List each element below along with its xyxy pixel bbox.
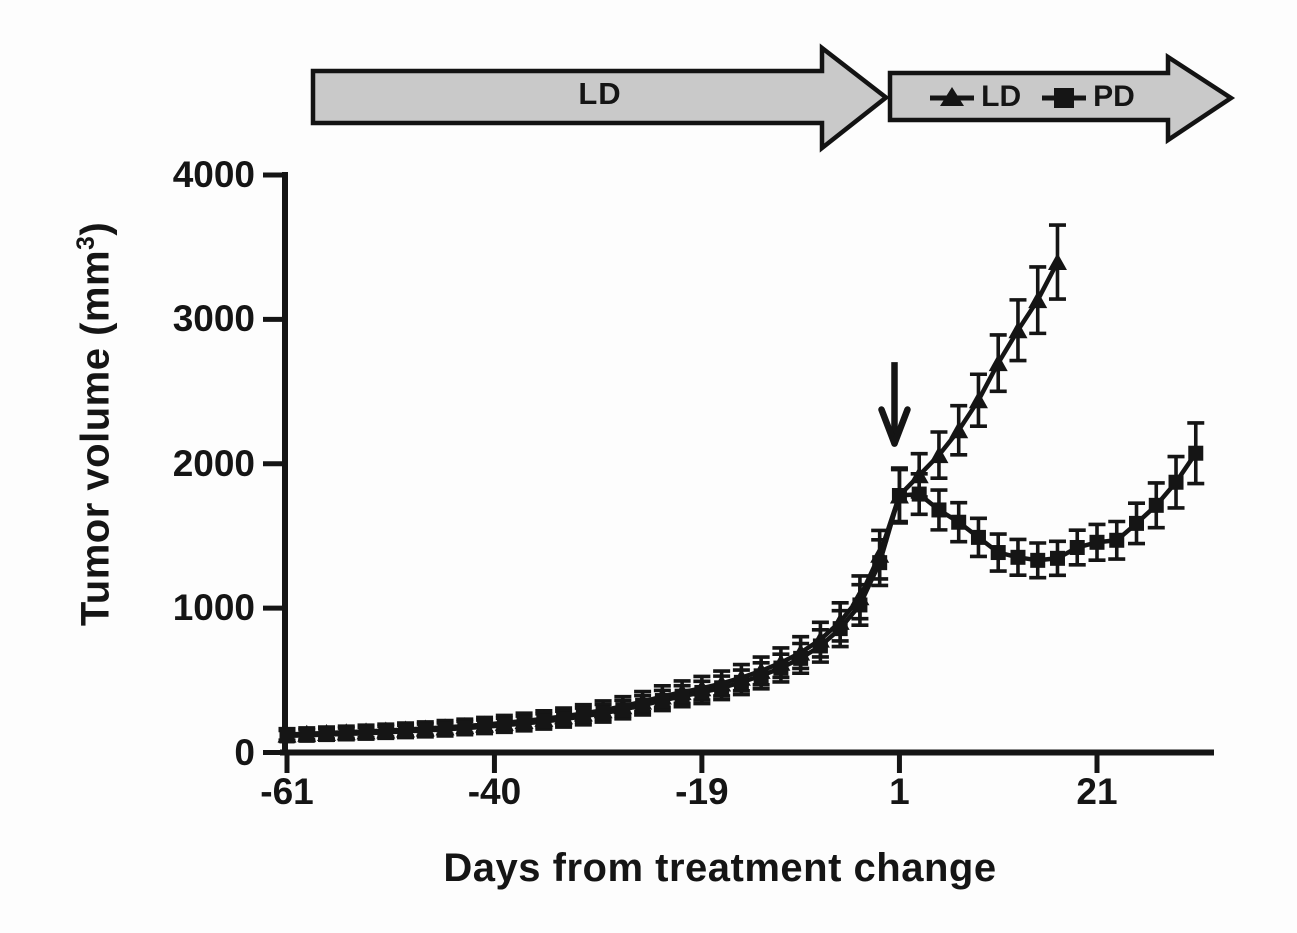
marker-square-pd — [990, 545, 1006, 561]
marker-square-pd — [516, 715, 532, 731]
y-tick-label-1000: 1000 — [172, 587, 255, 629]
marker-square-pd — [1049, 550, 1065, 566]
marker-square-pd — [417, 722, 433, 738]
legend-item-ld: LD — [929, 80, 1021, 114]
marker-square-pd — [852, 597, 868, 613]
x-tick-label--19: -19 — [675, 771, 729, 812]
marker-square-pd — [733, 674, 749, 690]
marker-square-pd — [891, 488, 907, 504]
marker-square-pd — [1109, 532, 1125, 548]
marker-square-pd — [773, 660, 789, 676]
marker-square-pd — [556, 711, 572, 727]
treatment-change-arrow-barb-right — [891, 406, 911, 447]
marker-square-pd — [496, 717, 512, 733]
phase1-arrow-label: LD — [578, 76, 622, 111]
y-tick-label-0: 0 — [234, 731, 255, 773]
marker-square-pd — [615, 702, 631, 718]
legend-pd-label: PD — [1093, 80, 1135, 113]
marker-square-pd — [1010, 549, 1026, 565]
marker-square-pd — [1089, 534, 1105, 550]
legend-item-pd: PD — [1041, 80, 1135, 114]
marker-square-pd — [398, 723, 414, 739]
marker-triangle-ld — [1008, 321, 1028, 339]
marker-square-pd — [911, 486, 927, 502]
marker-triangle-ld — [1028, 291, 1048, 309]
y-tick-label-4000: 4000 — [172, 154, 255, 195]
marker-square-pd — [457, 720, 473, 736]
marker-triangle-ld — [968, 391, 988, 409]
series-line-ld — [286, 261, 1060, 737]
marker-square-pd — [319, 727, 335, 743]
marker-square-pd — [753, 668, 769, 684]
marker-square-pd — [832, 621, 848, 637]
marker-square-pd — [1069, 539, 1085, 555]
marker-square-pd — [477, 719, 493, 735]
marker-triangle-ld — [949, 421, 969, 439]
marker-square-pd — [299, 727, 315, 743]
marker-square-pd — [437, 721, 453, 737]
marker-square-pd — [812, 638, 828, 654]
marker-square-pd — [575, 708, 591, 724]
marker-square-pd — [1129, 515, 1145, 531]
marker-triangle-ld — [988, 354, 1008, 372]
y-axis-title: Tumor volume (mm3) — [73, 221, 118, 627]
marker-square-pd — [1148, 497, 1164, 513]
marker-square-pd — [358, 725, 374, 741]
x-tick-label-1: 1 — [889, 771, 910, 812]
marker-square-pd — [1168, 474, 1184, 490]
x-axis-title: Days from treatment change — [443, 846, 997, 890]
x-tick-label--40: -40 — [467, 771, 522, 812]
marker-square-pd — [338, 726, 354, 742]
marker-square-pd — [279, 728, 295, 744]
y-tick-label-2000: 2000 — [172, 442, 255, 484]
marker-triangle-ld — [929, 446, 949, 464]
x-tick-label--61: -61 — [260, 771, 314, 812]
marker-square-pd — [1188, 445, 1204, 461]
legend-ld-triangle-icon — [930, 87, 975, 106]
marker-square-pd — [714, 680, 730, 696]
marker-square-pd — [970, 529, 986, 545]
treatment-change-arrow-barb-left — [878, 406, 898, 447]
marker-square-pd — [635, 697, 651, 713]
marker-square-pd — [931, 502, 947, 518]
marker-triangle-ld — [1047, 253, 1067, 271]
x-tick-label-21: 21 — [1076, 771, 1118, 812]
marker-square-pd — [536, 713, 552, 729]
legend-ld-label: LD — [981, 80, 1022, 113]
marker-square-pd — [378, 724, 394, 740]
marker-square-pd — [674, 688, 690, 704]
marker-square-pd — [694, 684, 710, 700]
y-tick-label-3000: 3000 — [172, 298, 255, 340]
marker-square-pd — [654, 693, 670, 709]
phase2-legend: LD PD — [893, 72, 1171, 122]
phase1-timeline-arrow — [310, 43, 890, 153]
marker-square-pd — [872, 555, 888, 571]
legend-pd-square-icon — [1042, 88, 1087, 108]
marker-square-pd — [793, 650, 809, 666]
marker-square-pd — [1030, 552, 1046, 568]
marker-square-pd — [951, 514, 967, 530]
marker-square-pd — [595, 705, 611, 721]
